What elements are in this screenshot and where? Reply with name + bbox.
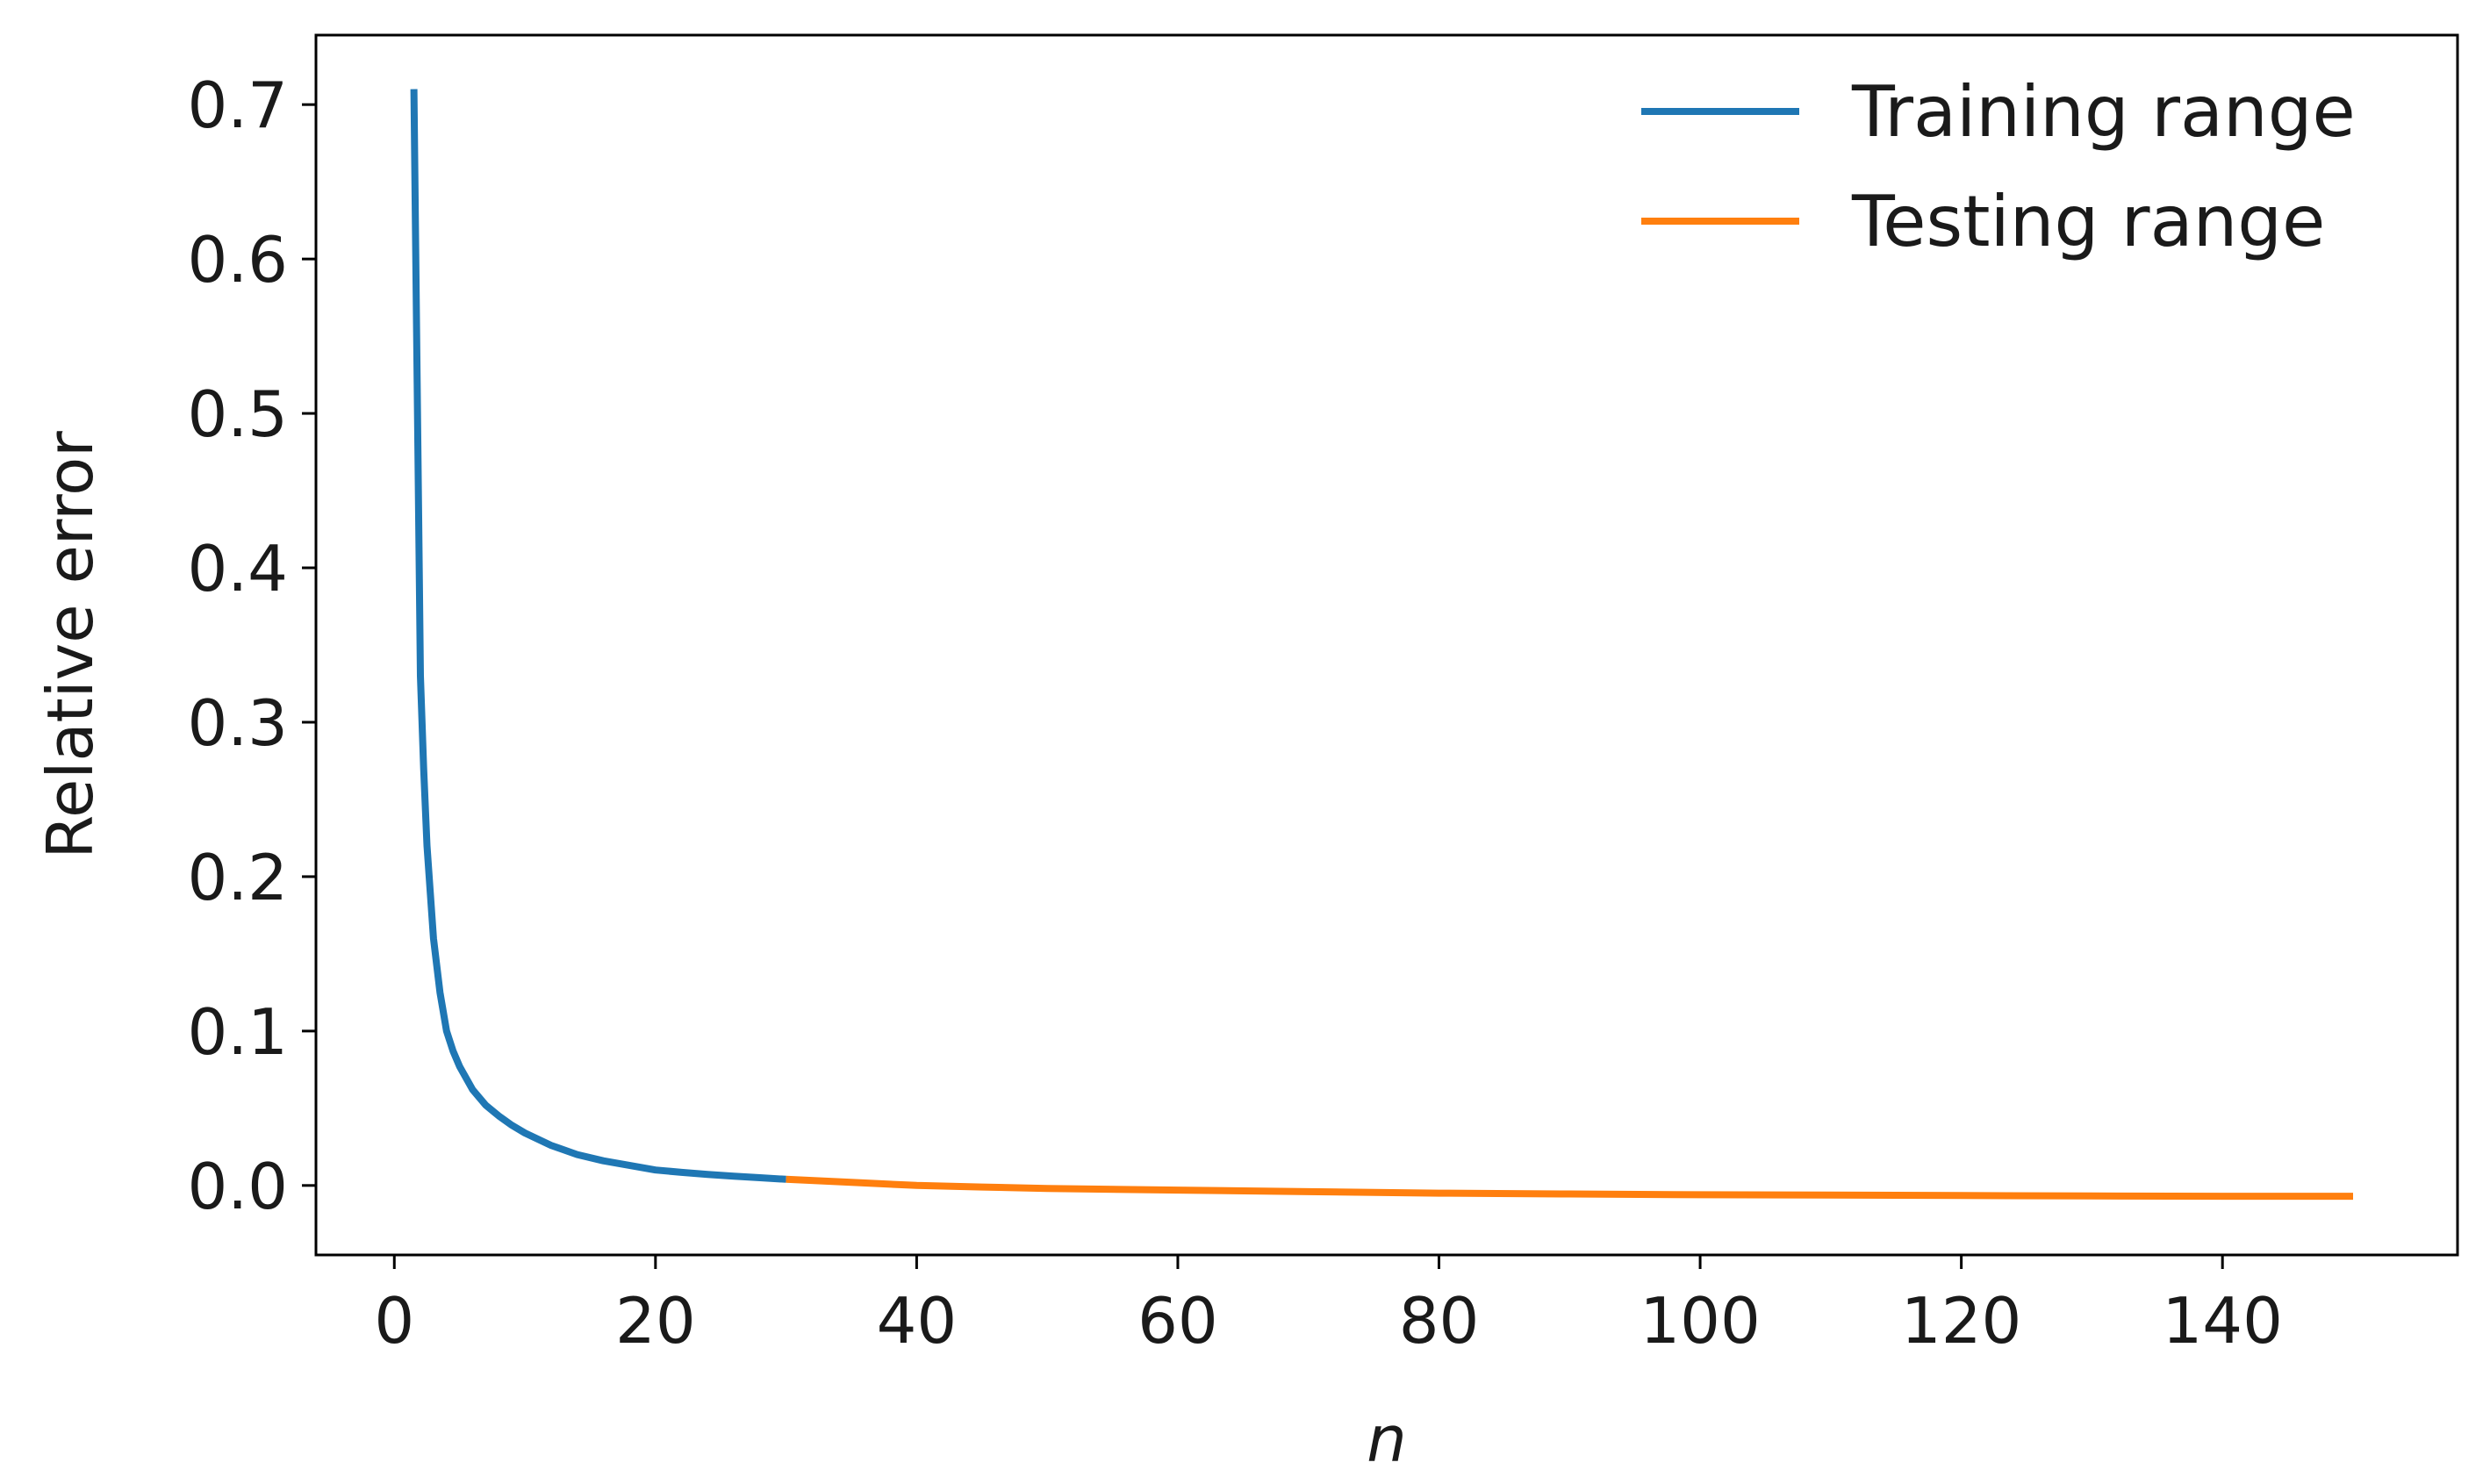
y-axis-label: Relative error <box>33 431 107 859</box>
y-tick-label: 0.1 <box>187 995 288 1069</box>
x-tick-label: 40 <box>877 1284 958 1358</box>
y-tick-label: 0.4 <box>187 532 288 606</box>
x-tick-label: 60 <box>1137 1284 1218 1358</box>
y-axis-ticks: 0.0 0.1 0.2 0.3 0.4 0.5 0.6 0.7 <box>187 68 316 1223</box>
x-tick-label: 100 <box>1640 1284 1760 1358</box>
x-tick-label: 20 <box>615 1284 696 1358</box>
plot-frame <box>314 33 2459 1257</box>
legend-label-0: Training range <box>1851 71 2356 153</box>
x-tick-label: 0 <box>374 1284 414 1358</box>
y-tick-label: 0.7 <box>187 68 288 142</box>
x-axis-ticks: 0 20 40 60 80 100 120 140 <box>374 1255 2283 1358</box>
y-tick-label: 0.5 <box>187 377 288 451</box>
x-tick-label: 80 <box>1399 1284 1480 1358</box>
y-tick-label: 0.2 <box>187 841 288 914</box>
x-tick-label: 140 <box>2162 1284 2282 1358</box>
legend-label-1: Testing range <box>1851 181 2325 262</box>
series-layer <box>410 89 2353 1201</box>
y-tick-label: 0.0 <box>187 1150 288 1223</box>
x-axis-label: n <box>1367 1402 1407 1476</box>
y-tick-label: 0.3 <box>187 686 288 760</box>
series-line-0 <box>410 89 786 1183</box>
x-tick-label: 120 <box>1901 1284 2021 1358</box>
legend: Training range Testing range <box>1641 71 2356 262</box>
series-line-1 <box>786 1175 2353 1201</box>
y-tick-label: 0.6 <box>187 223 288 297</box>
